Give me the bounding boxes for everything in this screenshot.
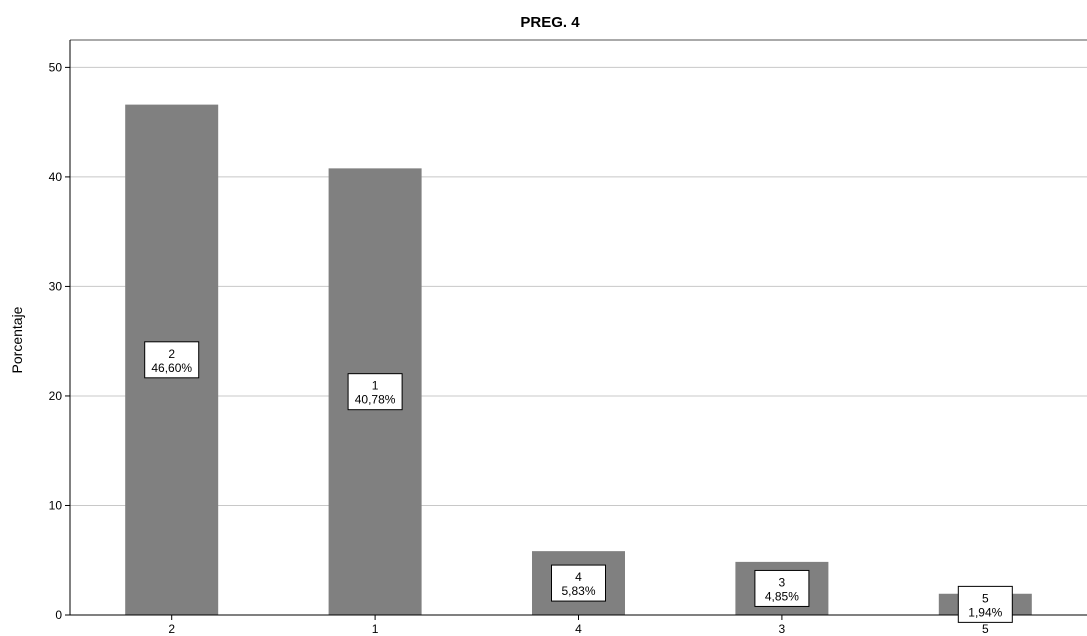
data-label-percent: 5,83% [561, 584, 595, 598]
data-label: 246,60% [144, 341, 200, 379]
bars [125, 104, 1032, 615]
y-tick-label: 0 [55, 608, 62, 622]
data-labels: 246,60% 140,78% 45,83% 34,85% 51,94% [144, 341, 1013, 623]
y-tick-label: 40 [49, 170, 63, 184]
data-label-category: 5 [982, 591, 989, 605]
axes: 0 10 20 30 40 50 2 1 4 3 5 [49, 39, 1087, 636]
x-tick-label: 2 [168, 622, 175, 636]
data-label: 140,78% [347, 373, 403, 411]
data-label-percent: 40,78% [355, 393, 396, 407]
data-label-box [754, 569, 810, 607]
data-label-category: 2 [168, 347, 175, 361]
x-tick-label: 5 [982, 622, 989, 636]
data-label-category: 3 [779, 575, 786, 589]
y-tick-label: 20 [49, 389, 63, 403]
data-label: 45,83% [551, 564, 606, 602]
data-label-percent: 46,60% [151, 361, 192, 375]
data-label-box [347, 373, 403, 411]
data-label-percent: 4,85% [765, 589, 799, 603]
y-tick-label: 30 [49, 279, 63, 293]
data-label-box [551, 564, 606, 602]
data-label-category: 1 [372, 379, 379, 393]
chart-title: PREG. 4 [520, 14, 580, 31]
gridlines [70, 66, 1087, 506]
y-tick-label: 50 [49, 60, 63, 74]
data-label-box [144, 341, 200, 379]
x-tick-label: 3 [779, 622, 786, 636]
x-tick-label: 1 [372, 622, 379, 636]
y-axis-label: Porcentaje [9, 306, 25, 373]
data-label: 51,94% [957, 585, 1013, 623]
y-tick-label: 10 [49, 498, 63, 512]
data-label-box [957, 585, 1013, 623]
data-label-category: 4 [575, 570, 582, 584]
data-label-percent: 1,94% [968, 605, 1002, 619]
x-tick-label: 4 [575, 622, 582, 636]
data-label: 34,85% [754, 569, 810, 607]
